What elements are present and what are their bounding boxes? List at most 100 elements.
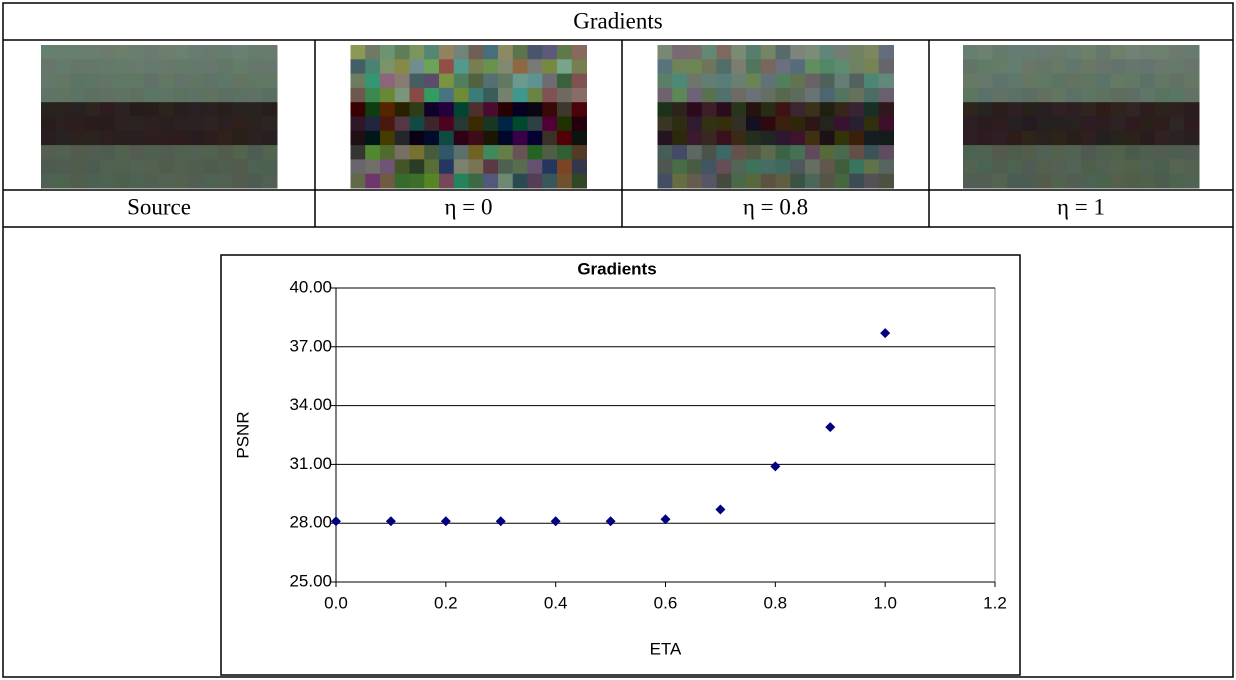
pixel: [394, 87, 410, 103]
pixel: [114, 59, 130, 75]
pixel: [173, 59, 189, 75]
pixel: [173, 102, 189, 117]
pixel: [1036, 145, 1052, 160]
pixel: [1036, 45, 1052, 60]
pixel: [805, 145, 821, 160]
pixel: [512, 130, 528, 146]
pixel: [527, 73, 543, 89]
pixel: [129, 45, 145, 60]
pixel: [527, 59, 543, 75]
pixel: [571, 130, 587, 146]
pixel: [203, 87, 219, 103]
pixel: [203, 45, 219, 60]
pixel: [1007, 102, 1023, 117]
pixel: [350, 130, 366, 146]
pixel: [424, 87, 440, 103]
pixel: [409, 73, 425, 89]
thumbnail: [963, 45, 1200, 189]
pixel: [1051, 173, 1067, 189]
pixel: [439, 73, 455, 89]
pixel: [834, 130, 850, 146]
pixel: [409, 87, 425, 103]
pixel: [701, 173, 717, 189]
pixel: [1007, 159, 1023, 175]
pixel: [55, 59, 71, 75]
pixel: [864, 102, 880, 117]
pixel: [1154, 45, 1170, 60]
pixel: [144, 159, 160, 175]
pixel: [409, 130, 425, 146]
pixel: [188, 130, 204, 146]
pixel: [453, 45, 469, 60]
pixel: [129, 87, 145, 103]
pixel: [1095, 87, 1111, 103]
pixel: [834, 87, 850, 103]
pixel: [760, 45, 776, 60]
pixel: [1081, 159, 1097, 175]
pixel: [716, 130, 732, 146]
pixel: [716, 173, 732, 189]
pixel: [453, 116, 469, 132]
pixel: [1140, 130, 1156, 146]
pixel: [790, 59, 806, 75]
pixel: [746, 87, 762, 103]
pixel: [41, 45, 57, 60]
pixel: [394, 173, 410, 189]
pixel: [687, 145, 703, 160]
pixel: [819, 102, 835, 117]
pixel: [687, 45, 703, 60]
pixel: [1036, 116, 1052, 132]
pixel: [85, 173, 101, 189]
pixel: [746, 45, 762, 60]
pixel: [55, 102, 71, 117]
pixel: [672, 87, 688, 103]
pixel: [1095, 73, 1111, 89]
pixel: [716, 73, 732, 89]
pixel: [864, 59, 880, 75]
pixel: [483, 87, 499, 103]
pixel: [760, 173, 776, 189]
pixel: [85, 145, 101, 160]
pixel: [1095, 173, 1111, 189]
pixel: [657, 73, 673, 89]
pixel: [1140, 159, 1156, 175]
pixel: [1051, 87, 1067, 103]
pixel: [232, 102, 248, 117]
pixel: [468, 102, 484, 117]
pixel: [498, 130, 514, 146]
pixel: [731, 45, 747, 60]
pixel: [1066, 130, 1082, 146]
pixel: [687, 159, 703, 175]
pixel: [1051, 73, 1067, 89]
pixel: [232, 145, 248, 160]
pixel: [1184, 45, 1200, 60]
pixel: [701, 130, 717, 146]
pixel: [571, 59, 587, 75]
pixel: [834, 59, 850, 75]
pixel: [805, 87, 821, 103]
pixel: [731, 130, 747, 146]
pixel: [439, 59, 455, 75]
data-point: [440, 516, 451, 527]
pixel: [672, 102, 688, 117]
pixel: [424, 116, 440, 132]
pixel: [805, 159, 821, 175]
pixel: [218, 73, 234, 89]
pixel: [1110, 173, 1126, 189]
pixel: [159, 116, 175, 132]
pixel: [557, 173, 573, 189]
pixel: [992, 45, 1008, 60]
pixel: [424, 102, 440, 117]
pixel: [1022, 45, 1038, 60]
pixel: [963, 73, 979, 89]
pixel: [262, 59, 278, 75]
pixel: [963, 59, 979, 75]
pixel: [542, 73, 558, 89]
data-point: [660, 514, 671, 525]
pixel: [527, 145, 543, 160]
pixel: [1051, 116, 1067, 132]
pixel: [394, 102, 410, 117]
pixel: [819, 73, 835, 89]
pixel: [100, 102, 116, 117]
pixel: [775, 130, 791, 146]
